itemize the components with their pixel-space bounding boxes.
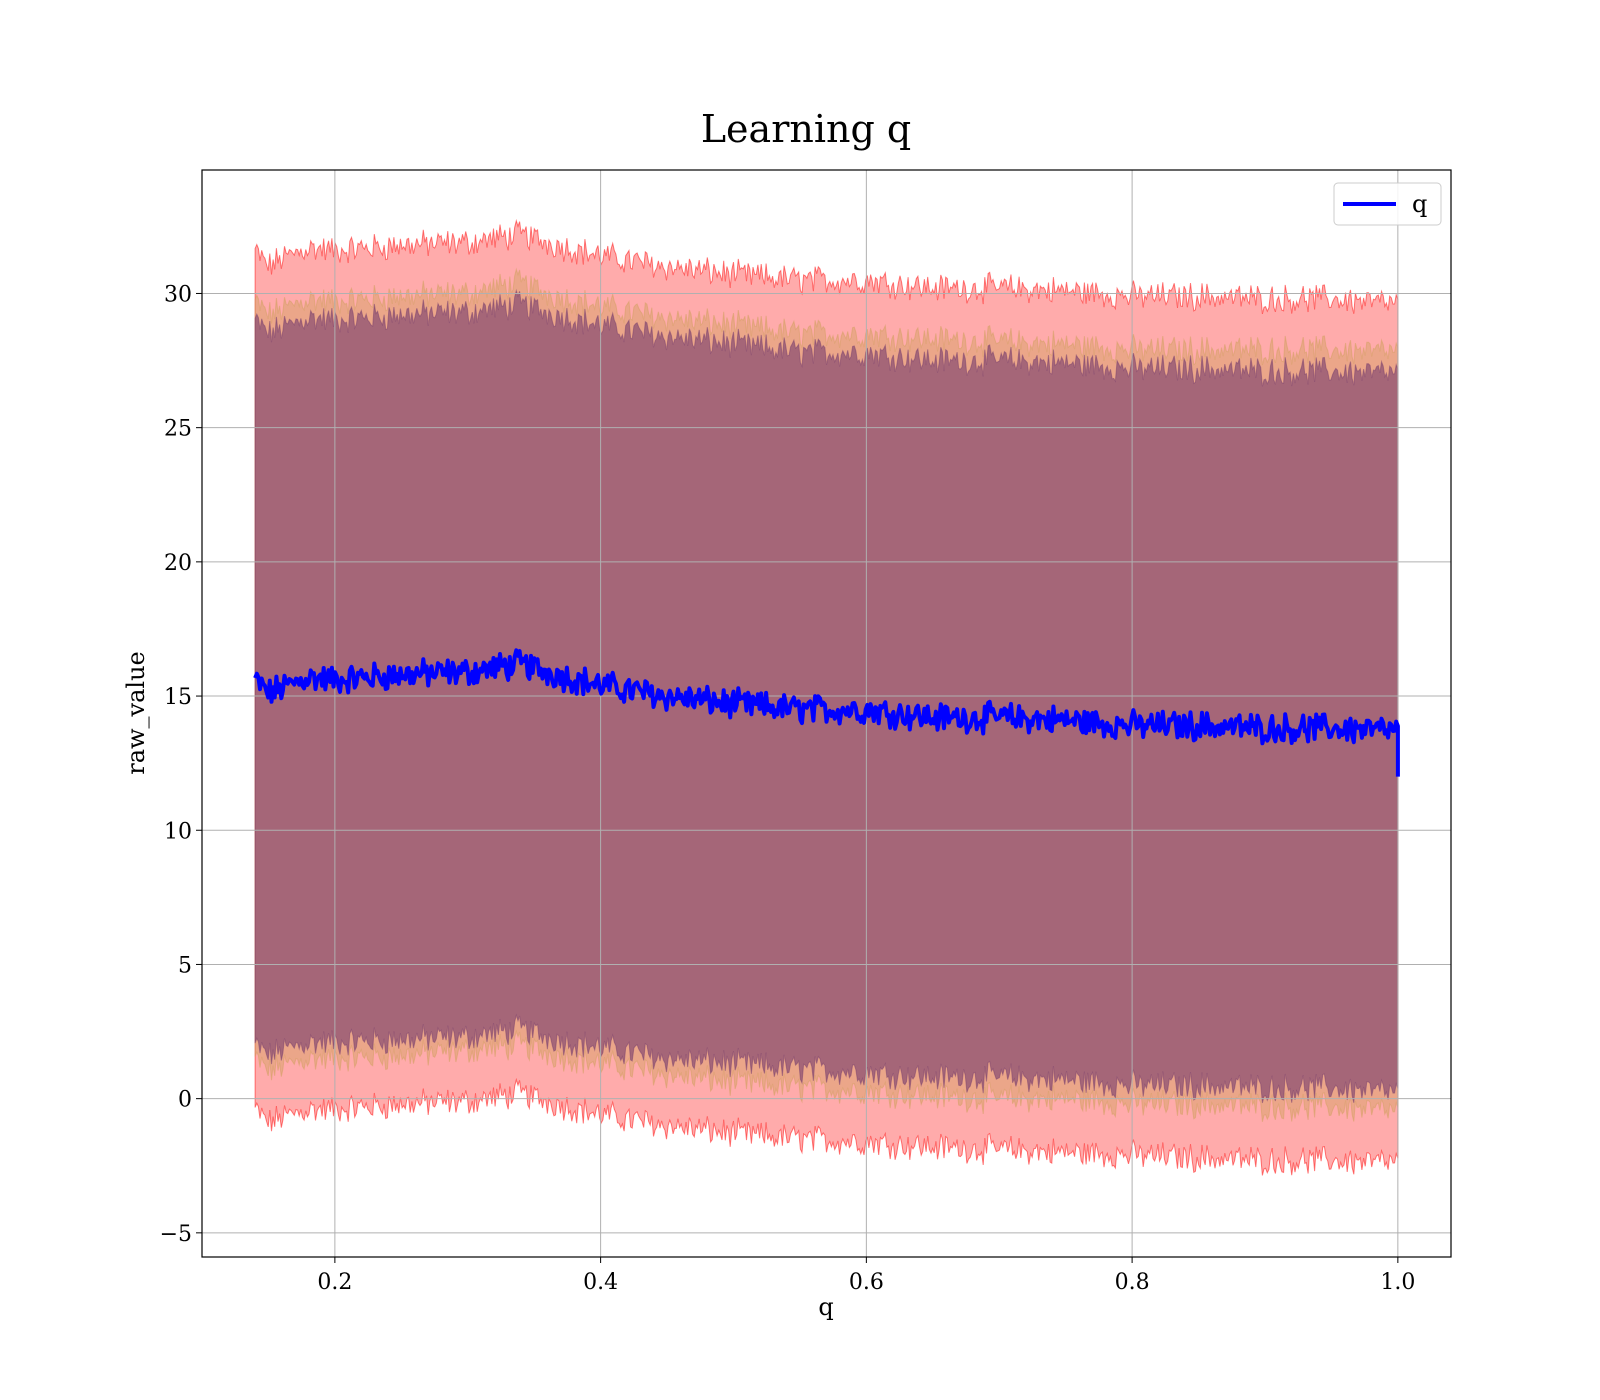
y-axis-label: raw_value [122, 651, 150, 775]
x-tick-label: 1.0 [1380, 1270, 1415, 1295]
y-tick-label: 30 [164, 282, 192, 307]
y-tick-label: 5 [178, 953, 192, 978]
band-inner [254, 288, 1399, 1104]
x-tick-label: 0.4 [583, 1270, 618, 1295]
y-tick-label: −5 [160, 1222, 192, 1247]
y-tick-label: 15 [164, 685, 192, 710]
x-tick-label: 0.2 [317, 1270, 352, 1295]
x-tick-label: 0.8 [1115, 1270, 1150, 1295]
x-tick-label: 0.6 [849, 1270, 884, 1295]
legend-label-q: q [1412, 190, 1427, 218]
x-axis-label: q [818, 1293, 833, 1321]
y-tick-label: 25 [164, 417, 192, 442]
x-axis-ticks: 0.2 0.4 0.6 0.8 1.0 [317, 1257, 1415, 1295]
y-tick-label: 10 [164, 819, 192, 844]
series-lines [253, 648, 1400, 777]
y-tick-label: 0 [178, 1088, 192, 1113]
y-axis-ticks: −5 0 5 10 15 20 25 30 [160, 282, 202, 1247]
y-tick-label: 20 [164, 551, 192, 576]
legend: q [1333, 182, 1442, 226]
plot-frame [201, 169, 1452, 1258]
confidence-bands [254, 218, 1399, 1176]
chart-title: Learning q [701, 107, 911, 151]
series-line-q [253, 648, 1400, 777]
